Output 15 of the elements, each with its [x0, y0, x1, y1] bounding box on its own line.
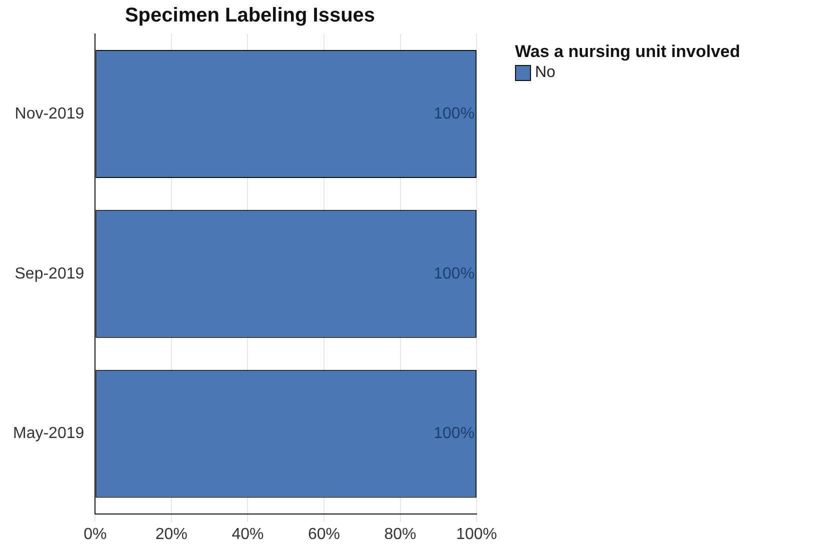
y-tick-label: Nov-2019	[14, 105, 84, 122]
x-tick-label: 20%	[155, 526, 188, 543]
x-tick-label: 40%	[232, 526, 264, 543]
data-label: 100%	[434, 425, 475, 442]
data-label: 100%	[434, 265, 475, 282]
y-tick-label: May-2019	[12, 425, 84, 442]
y-tick-label: Sep-2019	[14, 265, 84, 282]
x-tick-label: 80%	[384, 526, 416, 543]
x-tick-label: 100%	[456, 526, 497, 543]
chart-title: Specimen Labeling Issues	[124, 4, 376, 27]
data-label: 100%	[434, 105, 475, 122]
text: No	[535, 64, 556, 82]
legend-title: Was a nursing unit involved	[515, 42, 740, 62]
x-tick-label: 0%	[84, 526, 107, 543]
x-tick-label: 60%	[308, 526, 340, 543]
